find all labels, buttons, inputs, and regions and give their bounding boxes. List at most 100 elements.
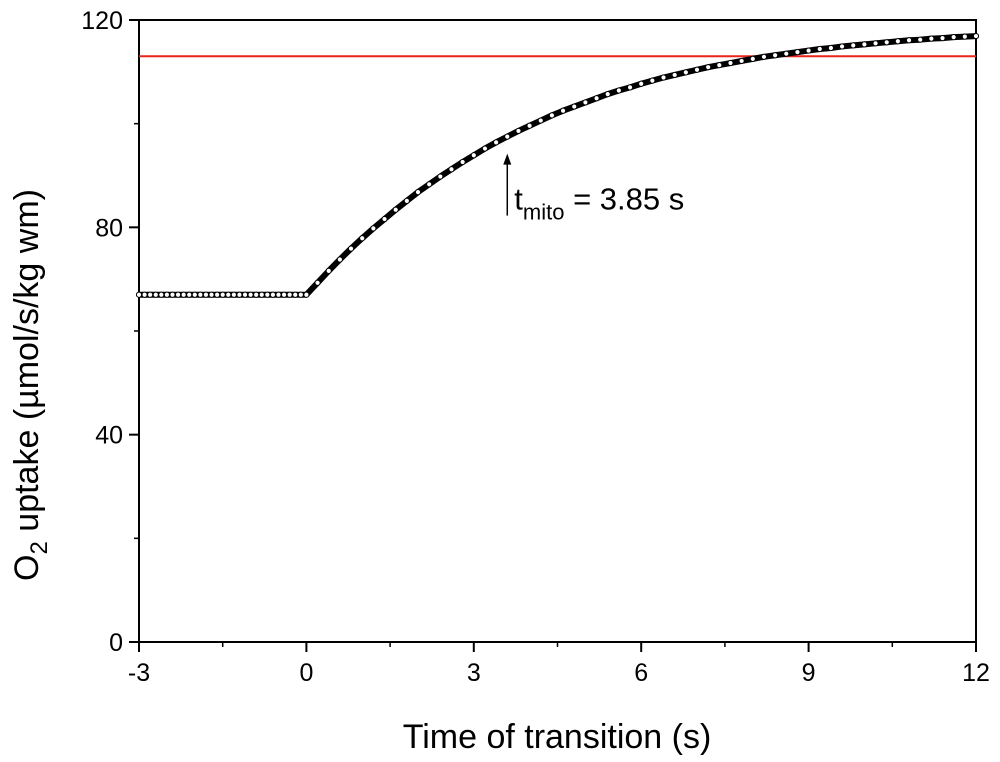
data-point xyxy=(197,291,204,298)
data-point xyxy=(905,37,913,44)
data-point xyxy=(286,291,293,298)
data-point xyxy=(208,291,215,298)
data-point xyxy=(336,256,343,263)
data-point xyxy=(705,64,712,71)
data-point xyxy=(727,59,734,67)
data-point xyxy=(147,291,154,298)
data-point xyxy=(638,80,645,87)
data-point xyxy=(225,291,232,298)
data-point xyxy=(693,66,701,73)
data-point xyxy=(264,291,271,298)
annotation-label-main: t xyxy=(514,182,523,217)
plot-area xyxy=(135,19,980,643)
data-point xyxy=(838,43,846,50)
data-point xyxy=(141,291,148,298)
data-point xyxy=(883,39,890,46)
data-point xyxy=(526,122,533,129)
data-point xyxy=(269,291,277,298)
annotation-label: tmito = 3.85 s xyxy=(514,182,684,225)
data-point xyxy=(515,127,522,135)
data-point xyxy=(359,235,366,242)
x-axis-title: Time of transition (s) xyxy=(403,718,712,756)
axis-ticks xyxy=(129,19,977,652)
data-point xyxy=(280,291,288,298)
data-point xyxy=(163,291,170,298)
data-point xyxy=(649,77,656,84)
x-tick-label: 3 xyxy=(467,659,481,687)
data-point xyxy=(548,112,556,119)
data-point xyxy=(794,49,801,56)
data-point xyxy=(459,158,466,166)
annotation: tmito = 3.85 s xyxy=(503,153,684,225)
data-point xyxy=(275,291,282,298)
data-point xyxy=(253,291,260,298)
data-point xyxy=(158,291,165,298)
data-point xyxy=(749,55,756,62)
x-tick-label: 9 xyxy=(802,659,816,687)
data-point xyxy=(928,35,935,42)
data-point xyxy=(872,40,879,47)
data-point xyxy=(392,206,399,213)
annotation-arrow-head xyxy=(503,153,512,165)
data-point xyxy=(403,197,410,204)
data-point xyxy=(169,291,176,298)
x-tick-label: -3 xyxy=(128,659,150,687)
x-tick-label: 12 xyxy=(962,659,990,687)
data-point xyxy=(347,245,355,252)
data-point xyxy=(626,84,634,91)
data-point xyxy=(135,291,143,298)
data-point xyxy=(615,87,622,94)
data-point xyxy=(716,62,723,69)
data-point xyxy=(604,91,611,98)
data-point xyxy=(230,291,237,298)
y-tick-label: 120 xyxy=(81,7,123,35)
data-point xyxy=(180,291,187,298)
data-point xyxy=(760,53,768,60)
y-tick-label: 0 xyxy=(109,629,123,657)
data-point xyxy=(593,95,600,102)
y-axis-title-rest: uptake (µmol/s/kg wm) xyxy=(8,189,46,541)
data-point xyxy=(504,133,511,140)
y-axis-title-prefix: O xyxy=(8,555,46,581)
data-point xyxy=(671,71,678,79)
data-point xyxy=(186,291,193,298)
data-point xyxy=(370,225,377,232)
data-point xyxy=(258,291,265,298)
data-point xyxy=(861,41,868,48)
data-point xyxy=(537,117,544,124)
data-point xyxy=(219,291,226,298)
data-point xyxy=(772,52,779,59)
data-point xyxy=(202,291,210,298)
data-point xyxy=(816,45,823,53)
data-point xyxy=(191,291,198,298)
data-point xyxy=(414,188,422,196)
data-point xyxy=(950,34,957,41)
data-point xyxy=(827,44,835,52)
annotation-label-rest: = 3.85 s xyxy=(564,182,684,217)
data-point xyxy=(481,145,489,152)
x-tick-label: 0 xyxy=(299,659,313,687)
y-axis-title-subscript: 2 xyxy=(26,541,53,554)
data-point xyxy=(236,291,243,298)
data-point xyxy=(571,103,578,110)
annotation-label-subscript: mito xyxy=(523,200,565,225)
data-point xyxy=(437,173,444,180)
data-point xyxy=(559,107,567,114)
data-point xyxy=(470,152,477,159)
data-point xyxy=(381,215,388,223)
data-point xyxy=(214,291,221,298)
data-point xyxy=(303,291,310,298)
data-point xyxy=(426,181,433,188)
data-point xyxy=(247,291,254,298)
data-point xyxy=(174,291,182,298)
data-point xyxy=(325,267,332,274)
series-line xyxy=(139,33,977,298)
data-point xyxy=(297,291,304,298)
data-point xyxy=(660,74,667,81)
data-point xyxy=(917,36,924,43)
data-point xyxy=(738,57,745,65)
data-point xyxy=(894,38,901,45)
data-point xyxy=(292,291,299,298)
